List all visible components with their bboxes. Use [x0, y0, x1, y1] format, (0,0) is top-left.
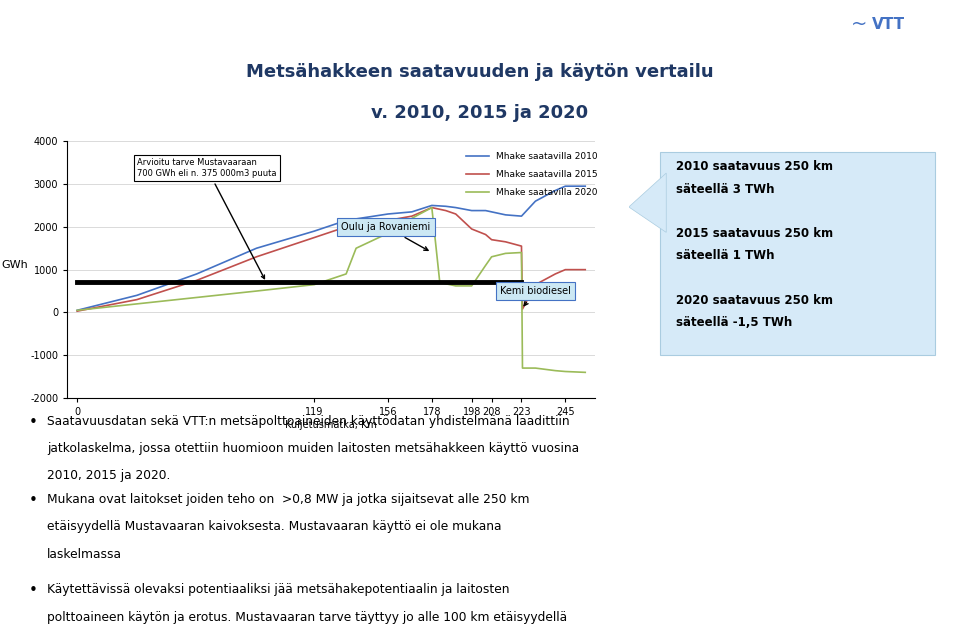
Text: Käytettävissä olevaksi potentiaaliksi jää metsähakepotentiaalin ja laitosten: Käytettävissä olevaksi potentiaaliksi jä… [47, 584, 510, 596]
Bar [826, 3, 950, 46]
Text: 26.3.2013: 26.3.2013 [668, 19, 724, 29]
Text: jatkolaskelma, jossa otettiin huomioon muiden laitosten metsähakkeen käyttö vuos: jatkolaskelma, jossa otettiin huomioon m… [47, 442, 579, 455]
Text: Saatavuusdatan sekä VTT:n metsäpolttoaineiden käyttödatan yhdistelmänä laadittii: Saatavuusdatan sekä VTT:n metsäpolttoain… [47, 415, 569, 428]
FancyBboxPatch shape [660, 152, 934, 355]
Text: säteellä 3 TWh: säteellä 3 TWh [676, 182, 774, 196]
Y-axis label: GWh: GWh [1, 259, 28, 270]
Text: säteellä 1 TWh: säteellä 1 TWh [676, 249, 774, 263]
Text: •: • [29, 493, 37, 508]
X-axis label: Kuljetusmatka, Km: Kuljetusmatka, Km [285, 420, 377, 430]
Text: Arvioitu tarve Mustavaaraan
700 GWh eli n. 375 000m3 puuta: Arvioitu tarve Mustavaaraan 700 GWh eli … [137, 159, 276, 279]
Text: säteellä -1,5 TWh: säteellä -1,5 TWh [676, 316, 792, 329]
Text: 2020 saatavuus 250 km: 2020 saatavuus 250 km [676, 294, 832, 307]
Polygon shape [629, 173, 666, 232]
Text: 2010, 2015 ja 2020.: 2010, 2015 ja 2020. [47, 469, 170, 482]
Text: v. 2010, 2015 ja 2020: v. 2010, 2015 ja 2020 [372, 104, 588, 122]
Text: •: • [29, 415, 37, 429]
Text: ~: ~ [851, 15, 868, 33]
Text: Metsähakkeen saatavuuden ja käytön vertailu: Metsähakkeen saatavuuden ja käytön verta… [246, 62, 714, 80]
Text: polttoaineen käytön ja erotus. Mustavaaran tarve täyttyy jo alle 100 km etäisyyd: polttoaineen käytön ja erotus. Mustavaar… [47, 611, 567, 623]
Text: Kemi biodiesel: Kemi biodiesel [500, 286, 571, 306]
Text: Oulu ja Rovaniemi: Oulu ja Rovaniemi [342, 222, 431, 250]
Legend: Mhake saatavilla 2010, Mhake saatavilla 2015, Mhake saatavilla 2020: Mhake saatavilla 2010, Mhake saatavilla … [463, 148, 601, 200]
Text: 2015 saatavuus 250 km: 2015 saatavuus 250 km [676, 227, 832, 240]
Text: VTT: VTT [872, 17, 904, 31]
Text: 3: 3 [739, 17, 749, 31]
Text: etäisyydellä Mustavaaran kaivoksesta. Mustavaaran käyttö ei ole mukana: etäisyydellä Mustavaaran kaivoksesta. Mu… [47, 521, 501, 534]
Text: Mukana ovat laitokset joiden teho on  >0,8 MW ja jotka sijaitsevat alle 250 km: Mukana ovat laitokset joiden teho on >0,… [47, 493, 529, 506]
Text: •: • [29, 584, 37, 598]
Text: 2010 saatavuus 250 km: 2010 saatavuus 250 km [676, 160, 832, 173]
Text: laskelmassa: laskelmassa [47, 548, 122, 560]
